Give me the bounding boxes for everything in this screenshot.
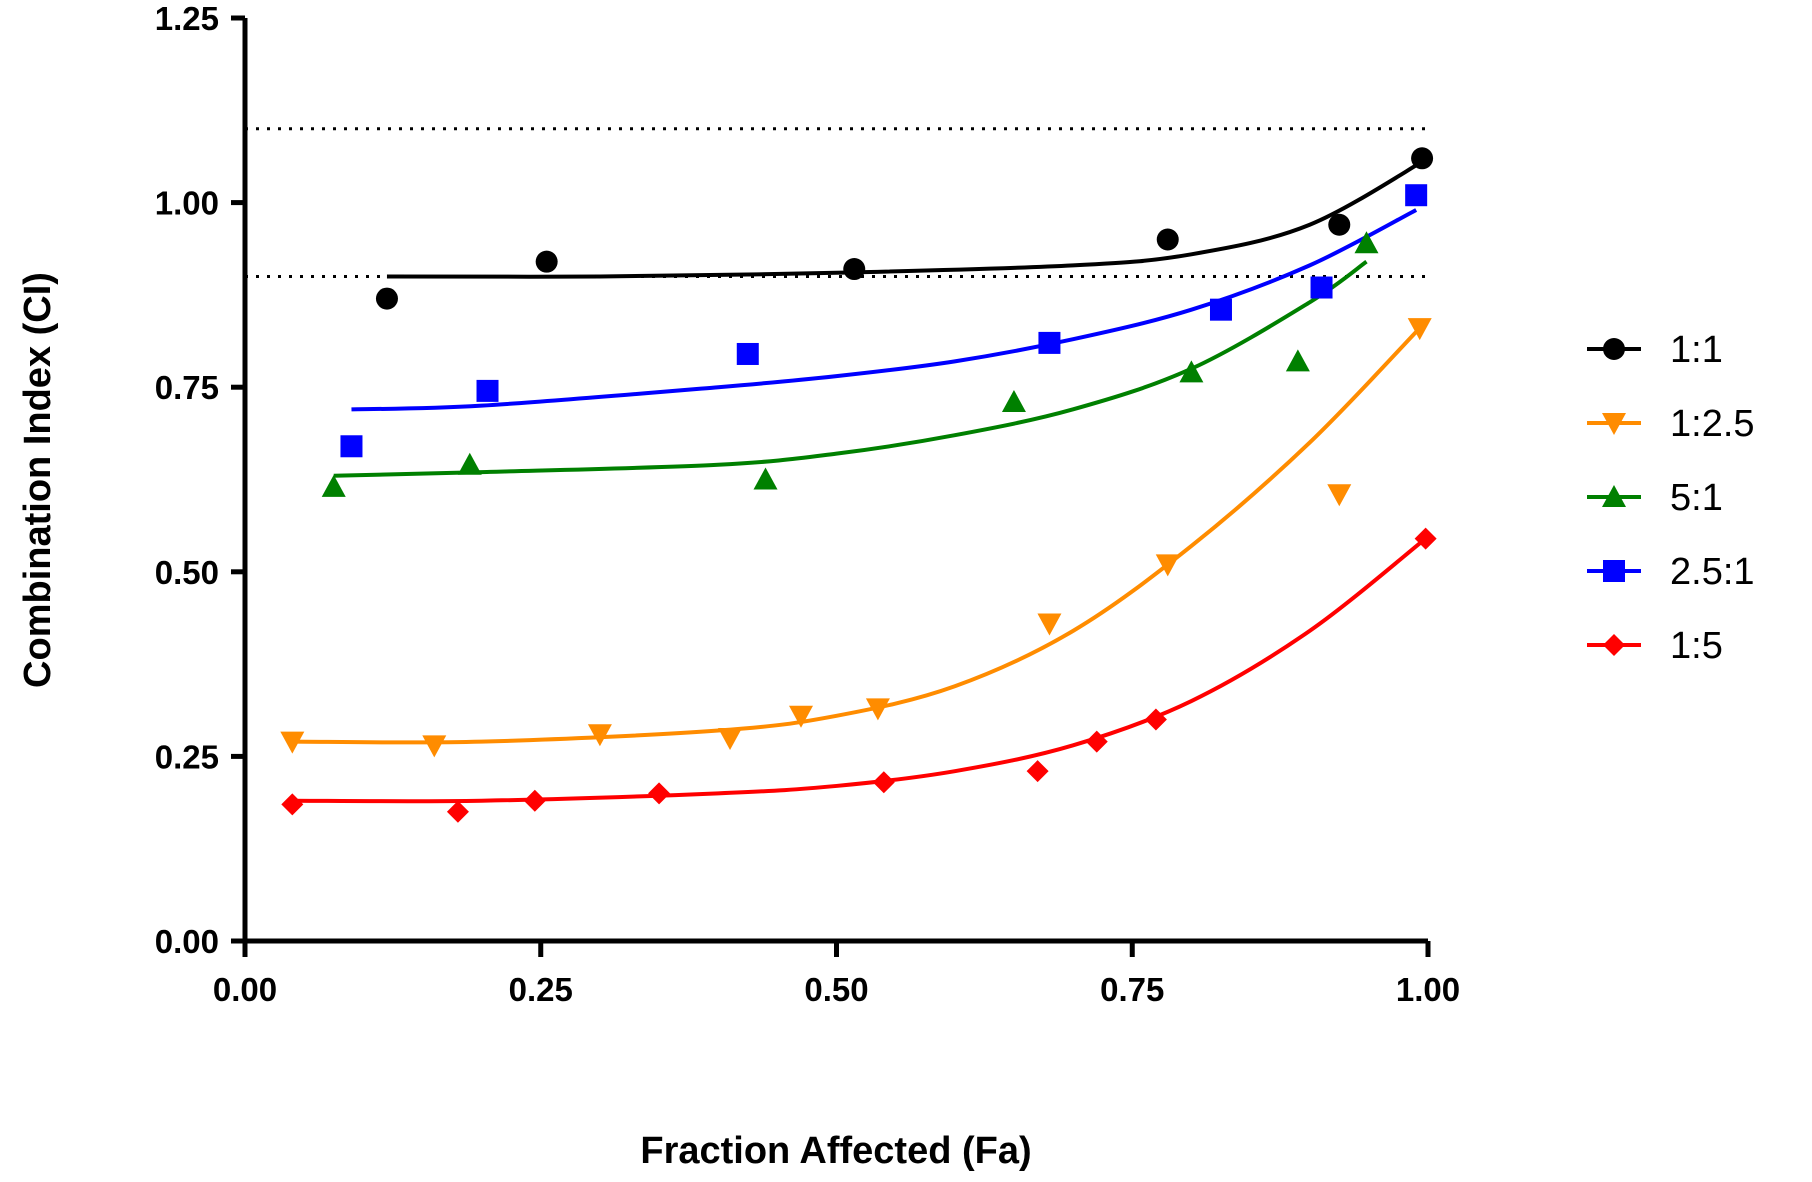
- y-axis-title: Combination Index (CI): [17, 272, 59, 688]
- y-tick-label: 0.00: [155, 923, 219, 960]
- y-tick-label: 1.00: [155, 185, 219, 222]
- x-tick-label: 0.50: [804, 971, 868, 1008]
- data-point-series-3: [1038, 331, 1061, 354]
- legend-label-1: 1:2.5: [1670, 403, 1755, 445]
- data-point-series-2: [753, 467, 778, 490]
- y-tick-label: 1.25: [155, 0, 219, 37]
- legend-label-2: 5:1: [1670, 477, 1723, 519]
- data-point-series-4: [1414, 527, 1437, 550]
- data-point-series-4: [1026, 760, 1049, 783]
- data-point-series-4: [1085, 730, 1108, 753]
- data-point-series-3: [340, 435, 363, 458]
- data-point-series-4: [1144, 708, 1167, 731]
- data-point-series-4: [648, 782, 671, 805]
- data-point-series-1: [1155, 554, 1180, 577]
- fit-curve-series-2: [333, 260, 1368, 478]
- fit-curves: [292, 156, 1429, 804]
- data-point-series-3: [736, 342, 759, 365]
- data-point-series-0: [375, 287, 398, 310]
- data-point-series-1: [587, 724, 612, 747]
- fit-curve-series-3: [351, 208, 1418, 412]
- data-point-series-2: [457, 452, 482, 475]
- data-point-series-4: [872, 771, 895, 794]
- data-point-series-1: [865, 698, 890, 721]
- data-point-series-0: [1328, 213, 1351, 236]
- data-point-series-0: [1411, 147, 1434, 170]
- data-point-series-3: [476, 379, 499, 402]
- data-point-series-1: [718, 727, 743, 750]
- data-point-series-2: [1179, 360, 1204, 383]
- legend-label-0: 1:1: [1670, 329, 1723, 371]
- fit-curve-series-0: [386, 156, 1429, 279]
- legend-marker-3: [1603, 560, 1625, 582]
- data-point-series-0: [1156, 228, 1179, 251]
- legend-marker-2: [1602, 485, 1626, 507]
- data-point-series-1: [422, 735, 447, 758]
- data-point-series-1: [1407, 318, 1432, 341]
- x-tick-label: 0.75: [1100, 971, 1164, 1008]
- data-point-series-0: [535, 250, 558, 273]
- legend-marker-1: [1602, 413, 1626, 435]
- data-point-series-1: [1327, 484, 1352, 507]
- fit-curve-series-4: [292, 537, 1427, 804]
- data-point-series-2: [1354, 231, 1379, 254]
- legend: 1:1 1:2.5 5:1 2.5:1 1:5: [1587, 329, 1755, 667]
- data-point-series-4: [523, 789, 546, 812]
- data-point-series-1: [1037, 613, 1062, 636]
- data-point-series-4: [281, 793, 304, 816]
- data-points: [280, 147, 1437, 823]
- data-point-series-1: [280, 731, 305, 754]
- data-point-series-1: [789, 705, 814, 728]
- x-tick-label: 1.00: [1396, 971, 1460, 1008]
- data-point-series-3: [1405, 184, 1428, 207]
- data-point-series-0: [843, 258, 866, 281]
- legend-marker-4: [1603, 634, 1625, 656]
- x-tick-label: 0.00: [213, 971, 277, 1008]
- y-tick-label: 0.50: [155, 554, 219, 591]
- legend-label-4: 1:5: [1670, 625, 1723, 667]
- data-point-series-3: [1310, 276, 1333, 299]
- data-point-series-2: [1001, 389, 1026, 412]
- reference-lines: [245, 127, 1428, 278]
- data-point-series-3: [1209, 298, 1232, 321]
- fit-curve-series-1: [292, 326, 1422, 745]
- x-tick-label: 0.25: [509, 971, 573, 1008]
- y-tick-label: 0.75: [155, 369, 219, 406]
- y-ticks: 0.00 0.25 0.50 0.75 1.00 1.25: [155, 0, 245, 960]
- data-point-series-2: [321, 474, 346, 497]
- x-ticks: 0.00 0.25 0.50 0.75 1.00: [213, 941, 1460, 1008]
- x-axis-title: Fraction Affected (Fa): [640, 1130, 1031, 1172]
- legend-marker-0: [1603, 338, 1625, 360]
- legend-label-3: 2.5:1: [1670, 551, 1755, 593]
- y-tick-label: 0.25: [155, 738, 219, 775]
- data-point-series-2: [1285, 349, 1310, 372]
- data-point-series-4: [446, 800, 469, 823]
